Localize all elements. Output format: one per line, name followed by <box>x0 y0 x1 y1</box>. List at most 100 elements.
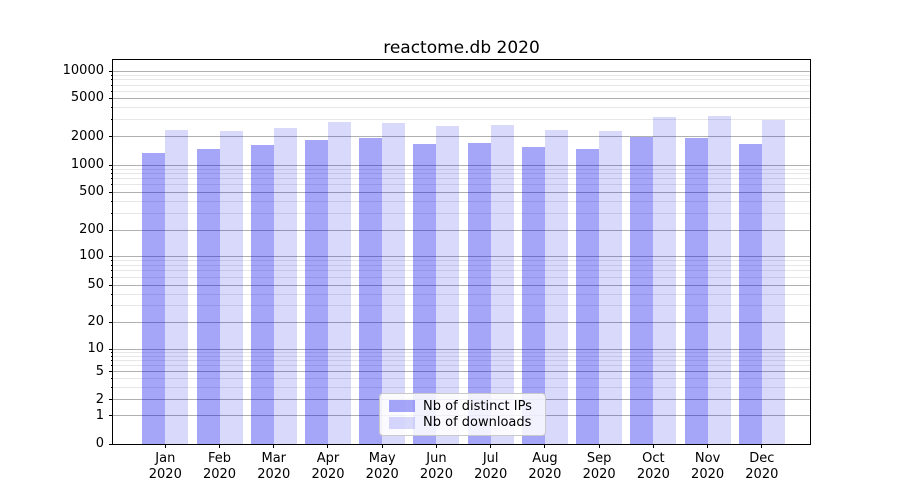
y-tick <box>109 97 113 99</box>
gridline-major <box>113 284 810 286</box>
x-axis-tick-label: Apr 2020 <box>311 451 345 482</box>
gridline-minor <box>113 168 810 170</box>
x-axis-tick-label: Jun 2020 <box>419 451 453 482</box>
y-axis-tick-label: 2000 <box>70 128 104 144</box>
y-axis-tick-label: 500 <box>79 184 104 199</box>
x-axis-tick-label: Dec 2020 <box>745 451 779 482</box>
bar-distinct-ips <box>359 138 383 444</box>
chart-title: reactome.db 2020 <box>383 38 540 58</box>
gridline-major <box>113 70 810 72</box>
y-tick <box>109 371 113 373</box>
y-minor-tick <box>110 351 113 353</box>
x-tick <box>544 444 546 448</box>
y-minor-tick <box>110 365 113 367</box>
y-tick <box>109 191 113 193</box>
bar-downloads <box>219 131 243 444</box>
y-minor-tick <box>110 360 113 362</box>
x-tick <box>761 444 763 448</box>
x-tick <box>435 444 437 448</box>
x-tick <box>598 444 600 448</box>
gridline-minor <box>113 377 810 379</box>
y-tick <box>109 399 113 400</box>
gridline-minor <box>113 386 810 388</box>
bar-distinct-ips <box>467 143 491 444</box>
gridline-minor <box>113 90 810 92</box>
gridline-minor <box>113 74 810 76</box>
y-axis-tick-label: 10000 <box>62 63 104 78</box>
legend-label-downloads: Nb of downloads <box>423 415 532 431</box>
y-tick <box>109 255 113 257</box>
legend-item-distinct-ips: Nb of distinct IPs <box>389 399 536 414</box>
y-minor-tick <box>110 386 113 388</box>
plot-area <box>112 59 811 445</box>
y-minor-tick <box>110 173 113 175</box>
bar-distinct-ips <box>738 143 762 444</box>
gridline-major <box>113 348 810 350</box>
gridline-major <box>113 97 810 99</box>
y-tick <box>109 164 113 166</box>
x-tick <box>490 444 492 448</box>
bar-downloads <box>382 123 406 444</box>
y-minor-tick <box>110 84 113 86</box>
bar-distinct-ips <box>250 145 274 444</box>
y-minor-tick <box>110 259 113 261</box>
y-axis-tick-label: 200 <box>79 222 104 237</box>
bar-downloads <box>273 128 297 444</box>
bar-distinct-ips <box>684 137 708 444</box>
y-axis-tick-label: 50 <box>87 277 104 292</box>
x-tick <box>327 444 329 448</box>
gridline-minor <box>113 184 810 186</box>
x-axis-tick-label: May 2020 <box>365 451 399 482</box>
bar-downloads <box>436 125 460 444</box>
y-minor-tick <box>110 90 113 92</box>
gridline-minor <box>113 212 810 214</box>
x-axis-tick-label: Jan 2020 <box>148 451 182 482</box>
x-tick <box>164 444 166 448</box>
y-minor-tick <box>110 107 113 109</box>
y-minor-tick <box>110 168 113 170</box>
y-minor-tick <box>110 293 113 295</box>
gridline-minor <box>113 305 810 307</box>
gridline-minor <box>113 276 810 278</box>
gridline-major <box>113 321 810 323</box>
y-tick <box>109 284 113 286</box>
gridline-major <box>113 371 810 373</box>
gridline-minor <box>113 259 810 261</box>
gridline-minor <box>113 178 810 180</box>
gridline-minor <box>113 79 810 81</box>
y-axis-tick-label: 10 <box>87 341 104 356</box>
y-minor-tick <box>110 305 113 307</box>
gridline-major <box>113 136 810 137</box>
y-axis-tick-label: 20 <box>87 314 104 329</box>
y-axis-tick-label: 100 <box>79 248 104 263</box>
bar-distinct-ips <box>304 140 328 444</box>
bar-downloads <box>761 119 785 444</box>
x-tick <box>381 444 383 448</box>
x-axis-tick-label: Mar 2020 <box>257 451 291 482</box>
x-axis-tick-label: Feb 2020 <box>202 451 237 482</box>
gridline-minor <box>113 355 810 357</box>
x-tick <box>652 444 654 448</box>
x-axis-tick-label: Sep 2020 <box>582 451 616 482</box>
gridline-major <box>113 255 810 257</box>
gridline-minor <box>113 200 810 202</box>
gridline-major <box>113 164 810 166</box>
bar-distinct-ips <box>196 149 220 444</box>
gridline-minor <box>113 360 810 362</box>
gridline-minor <box>113 293 810 295</box>
gridline-minor <box>113 365 810 367</box>
y-minor-tick <box>110 355 113 357</box>
y-tick <box>109 136 113 137</box>
x-tick <box>707 444 709 448</box>
gridline-minor <box>113 119 810 121</box>
legend-label-distinct-ips: Nb of distinct IPs <box>423 398 532 414</box>
y-minor-tick <box>110 270 113 272</box>
y-tick <box>109 348 113 350</box>
gridline-minor <box>113 351 810 353</box>
gridline-minor <box>113 173 810 175</box>
x-tick <box>273 444 275 448</box>
bar-downloads <box>653 116 677 444</box>
y-tick <box>109 415 113 417</box>
x-axis-tick-label: Jul 2020 <box>474 451 508 482</box>
